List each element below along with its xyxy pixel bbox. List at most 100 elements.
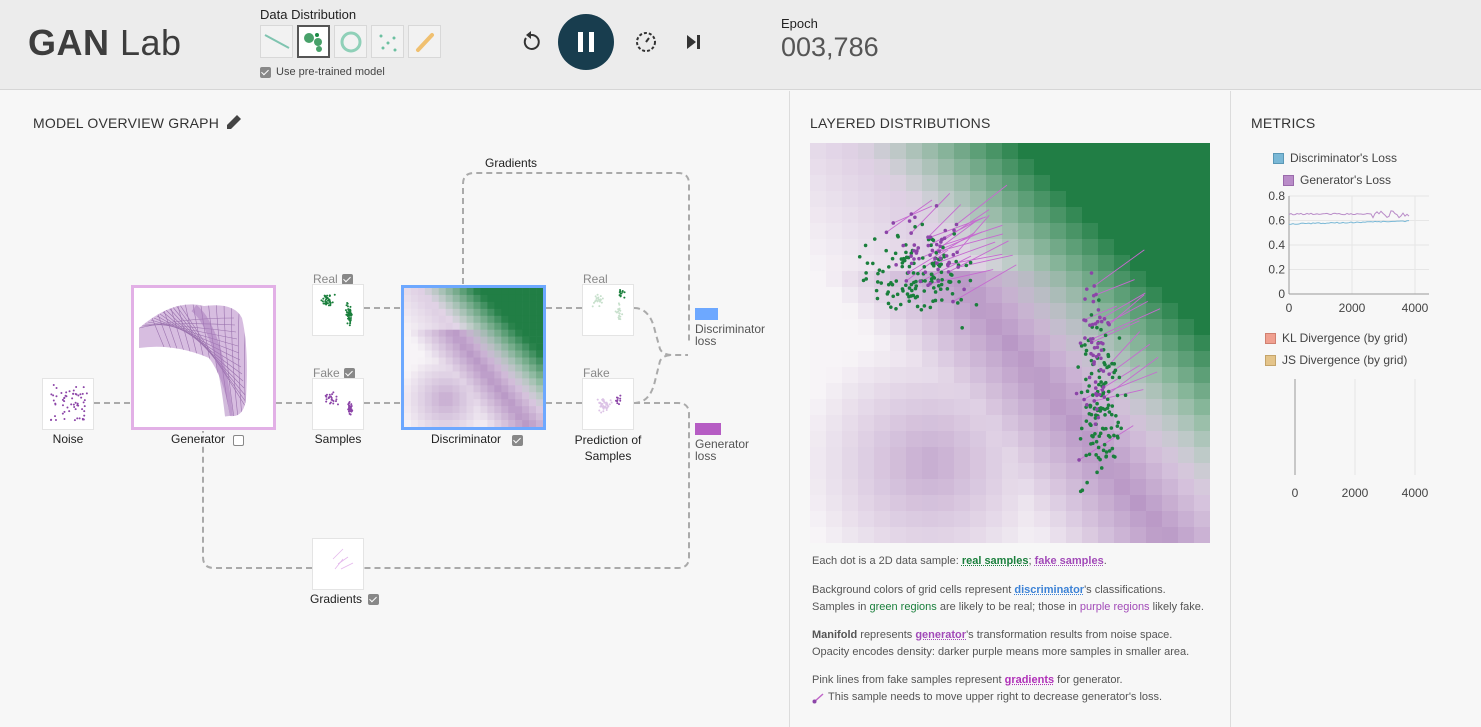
- desc-line-5: Opacity encodes density: darker purple m…: [812, 646, 1190, 658]
- pause-button[interactable]: [558, 14, 614, 70]
- discriminator-checkbox[interactable]: [512, 435, 523, 446]
- heatmap-cell: [810, 271, 827, 288]
- x-tick-label: 2000: [1342, 486, 1369, 500]
- heatmap-cell: [1002, 319, 1019, 336]
- heatmap-cell: [501, 364, 509, 372]
- pred-real-dot: [595, 297, 598, 300]
- heatmap-cell: [906, 479, 923, 496]
- heatmap-cell: [459, 420, 467, 428]
- heatmap-cell: [1146, 367, 1163, 384]
- heatmap-cell: [410, 413, 419, 421]
- heatmap-cell: [522, 343, 530, 351]
- real-checkbox[interactable]: [341, 273, 353, 285]
- discriminator-link[interactable]: discriminator: [1014, 584, 1085, 596]
- real-sample-dot: [875, 280, 880, 284]
- heatmap-cell: [938, 527, 955, 543]
- fake-checkbox[interactable]: [343, 367, 355, 379]
- heatmap-cell: [954, 431, 971, 448]
- heatmap-cell: [515, 322, 523, 330]
- pretrained-model-checkbox[interactable]: Use pre-trained model: [260, 66, 385, 78]
- heatmap-cell: [954, 399, 971, 416]
- heatmap-cell: [1082, 191, 1099, 208]
- real-dot: [346, 311, 349, 314]
- real-sample-dot: [1099, 406, 1103, 410]
- heatmap-cell: [522, 322, 530, 330]
- heatmap-cell: [445, 322, 453, 330]
- heatmap-cell: [1130, 143, 1147, 160]
- step-mode-icon[interactable]: [634, 30, 658, 54]
- heatmap-cell: [501, 371, 509, 379]
- next-step-icon[interactable]: [684, 32, 704, 52]
- heatmap-cell: [970, 367, 987, 384]
- fake-sample-dot: [938, 244, 942, 248]
- checkbox-icon[interactable]: [260, 66, 271, 78]
- heatmap-cell: [501, 343, 509, 351]
- generator-checkbox[interactable]: [233, 435, 244, 446]
- discriminator-box[interactable]: [401, 285, 546, 430]
- real-sample-dot: [948, 280, 953, 284]
- gradients-box[interactable]: [312, 538, 364, 590]
- real-sample-dot: [1097, 434, 1102, 438]
- heatmap-cell: [508, 322, 516, 330]
- heatmap-cell: [1018, 287, 1035, 304]
- pencil-icon[interactable]: [224, 112, 244, 132]
- distribution-gaussians-option[interactable]: [371, 25, 404, 58]
- real-sample-dot: [1110, 375, 1115, 380]
- fake-dot: [325, 398, 328, 401]
- fake-samples-box[interactable]: [312, 378, 364, 430]
- fake-sample-dot: [891, 221, 896, 225]
- gradients-checkbox[interactable]: [368, 594, 379, 605]
- pause-icon: [578, 32, 594, 52]
- heatmap-cell: [1098, 255, 1115, 272]
- samples-label: Samples: [314, 432, 362, 446]
- distribution-two-clusters-option[interactable]: [297, 25, 330, 58]
- heatmap-cell: [529, 350, 537, 358]
- heatmap-cell: [1146, 495, 1163, 512]
- fake-sample-dot: [928, 253, 932, 257]
- generator-box[interactable]: [131, 285, 276, 430]
- heatmap-cell: [515, 350, 523, 358]
- heatmap-cell: [515, 294, 523, 303]
- heatmap-cell: [1098, 527, 1115, 543]
- real-dot: [346, 302, 349, 305]
- fake-sample-dot: [936, 279, 941, 283]
- real-sample-dot: [1095, 325, 1099, 330]
- fake-sample-dot: [1101, 385, 1106, 389]
- fake-sample-dot: [1096, 415, 1101, 420]
- heatmap-cell: [858, 239, 875, 256]
- gradients-link[interactable]: gradients: [1004, 674, 1055, 686]
- reset-icon[interactable]: [519, 30, 543, 54]
- heatmap-cell: [986, 383, 1003, 400]
- real-prediction-box[interactable]: [582, 284, 634, 336]
- real-sample-dot: [1083, 343, 1087, 347]
- fake-samples-link[interactable]: fake samples: [1034, 555, 1104, 567]
- heatmap-cell: [1034, 383, 1051, 400]
- distribution-line-option[interactable]: [260, 25, 293, 58]
- generator-link[interactable]: generator: [915, 629, 967, 641]
- real-samples-link[interactable]: real samples: [961, 555, 1029, 567]
- heatmap-cell: [501, 378, 509, 386]
- fake-prediction-box[interactable]: [582, 378, 634, 430]
- heatmap-cell: [1002, 431, 1019, 448]
- real-dot: [349, 319, 352, 322]
- fake-sample-dot: [907, 219, 912, 223]
- heatmap-cell: [494, 371, 502, 379]
- heatmap-cell: [445, 343, 453, 351]
- real-sample-dot: [912, 280, 916, 285]
- fake-sample-dot: [1083, 297, 1087, 301]
- heatmap-cell: [810, 399, 827, 416]
- distribution-ring-option[interactable]: [334, 25, 367, 58]
- heatmap-cell: [1066, 223, 1083, 240]
- distribution-draw-option[interactable]: [408, 25, 441, 58]
- real-sample-dot: [940, 298, 944, 302]
- real-samples-box[interactable]: [312, 284, 364, 336]
- heatmap-cell: [431, 420, 440, 428]
- real-sample-dot: [1076, 365, 1080, 369]
- real-dot: [321, 300, 324, 303]
- real-sample-dot: [861, 278, 866, 283]
- layered-distribution-canvas[interactable]: [810, 143, 1210, 543]
- noise-box[interactable]: [42, 378, 94, 430]
- heatmap-cell: [459, 315, 467, 324]
- fake-dot: [335, 398, 338, 401]
- generator-loss-swatch: [695, 423, 721, 435]
